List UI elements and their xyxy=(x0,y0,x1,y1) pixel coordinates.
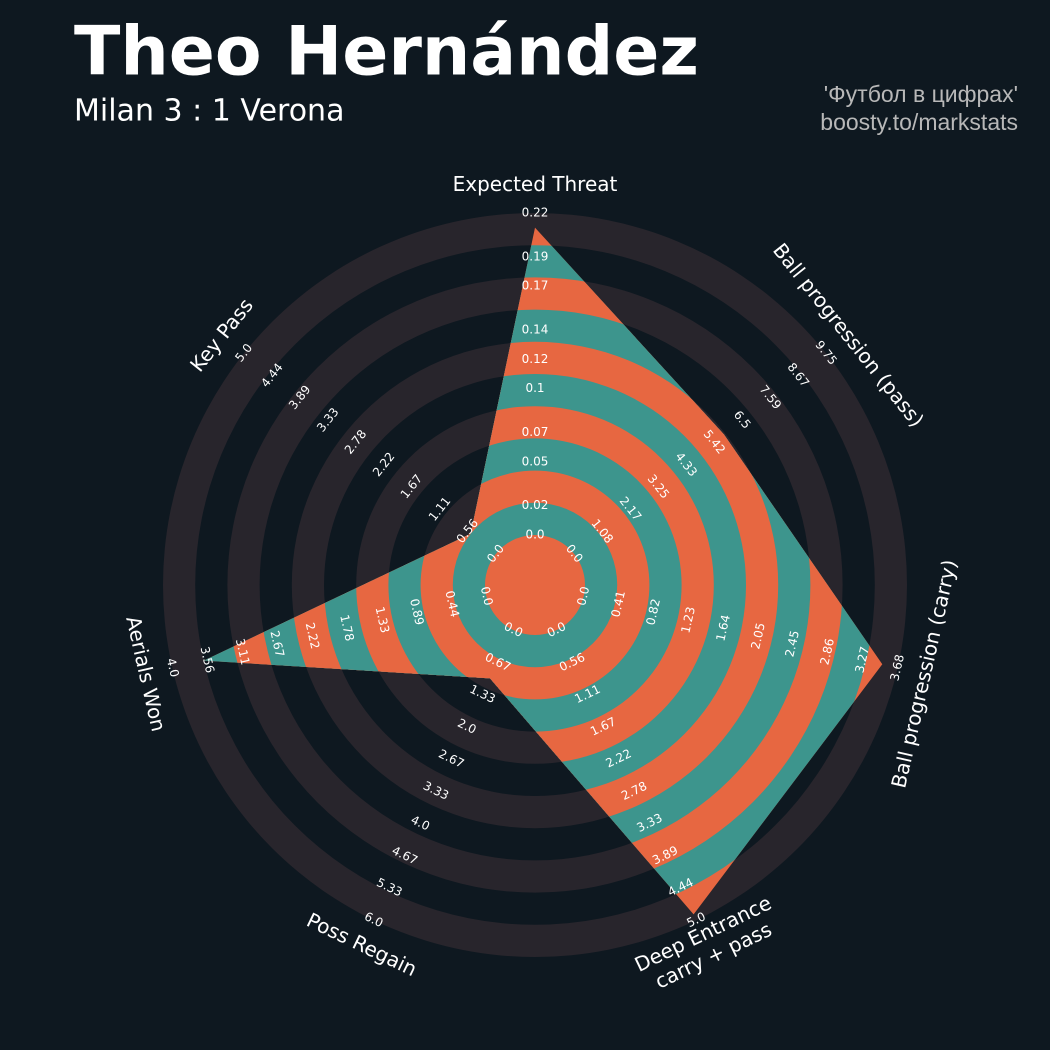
r-tick-label: 3.27 xyxy=(852,645,872,674)
r-tick-label: 0.41 xyxy=(608,589,628,618)
r-tick-label: 0.07 xyxy=(522,425,549,439)
r-tick-label: 2.45 xyxy=(782,629,802,658)
r-tick-label: 0.17 xyxy=(522,279,549,293)
r-tick-label: 0.14 xyxy=(522,323,549,337)
r-tick-label: 1.33 xyxy=(373,605,393,634)
credit: 'Футбол в цифрах' xyxy=(824,81,1018,107)
r-tick-label: 2.22 xyxy=(303,621,323,650)
r-tick-label: 1.78 xyxy=(337,613,357,642)
r-tick-label: 0.22 xyxy=(522,206,549,220)
r-tick-label: 1.23 xyxy=(678,605,698,634)
r-tick-label: 3.56 xyxy=(198,645,218,674)
r-tick-label: 2.05 xyxy=(748,621,768,650)
center-circle xyxy=(485,535,585,635)
r-tick-label: 3.68 xyxy=(887,653,907,682)
chart-title: Theo Hernández xyxy=(74,13,699,92)
r-tick-label: 1.64 xyxy=(713,613,733,642)
r-tick-label: 2.86 xyxy=(817,637,837,666)
r-tick-label: 0.1 xyxy=(525,381,544,395)
r-tick-label: 2.67 xyxy=(267,629,287,658)
r-tick-label: 4.0 xyxy=(164,657,182,679)
r-tick-label: 0.02 xyxy=(522,498,549,512)
r-tick-label: 0.89 xyxy=(407,597,427,626)
r-tick-label: 0.12 xyxy=(522,352,549,366)
r-tick-label: 3.11 xyxy=(233,637,253,666)
r-tick-label: 0.19 xyxy=(522,249,549,263)
r-tick-label: 0.0 xyxy=(525,528,544,542)
r-tick-label: 0.0 xyxy=(574,585,592,607)
credit: boosty.to/markstats xyxy=(820,109,1018,135)
r-tick-label: 0.82 xyxy=(643,597,663,626)
r-tick-label: 0.0 xyxy=(478,585,496,607)
r-tick-label: 0.44 xyxy=(442,589,462,618)
axis-label-line: Expected Threat xyxy=(453,172,618,196)
chart-subtitle: Milan 3 : 1 Verona xyxy=(74,94,344,129)
r-tick-label: 0.05 xyxy=(522,454,549,468)
axis-label: Expected Threat xyxy=(453,172,618,196)
